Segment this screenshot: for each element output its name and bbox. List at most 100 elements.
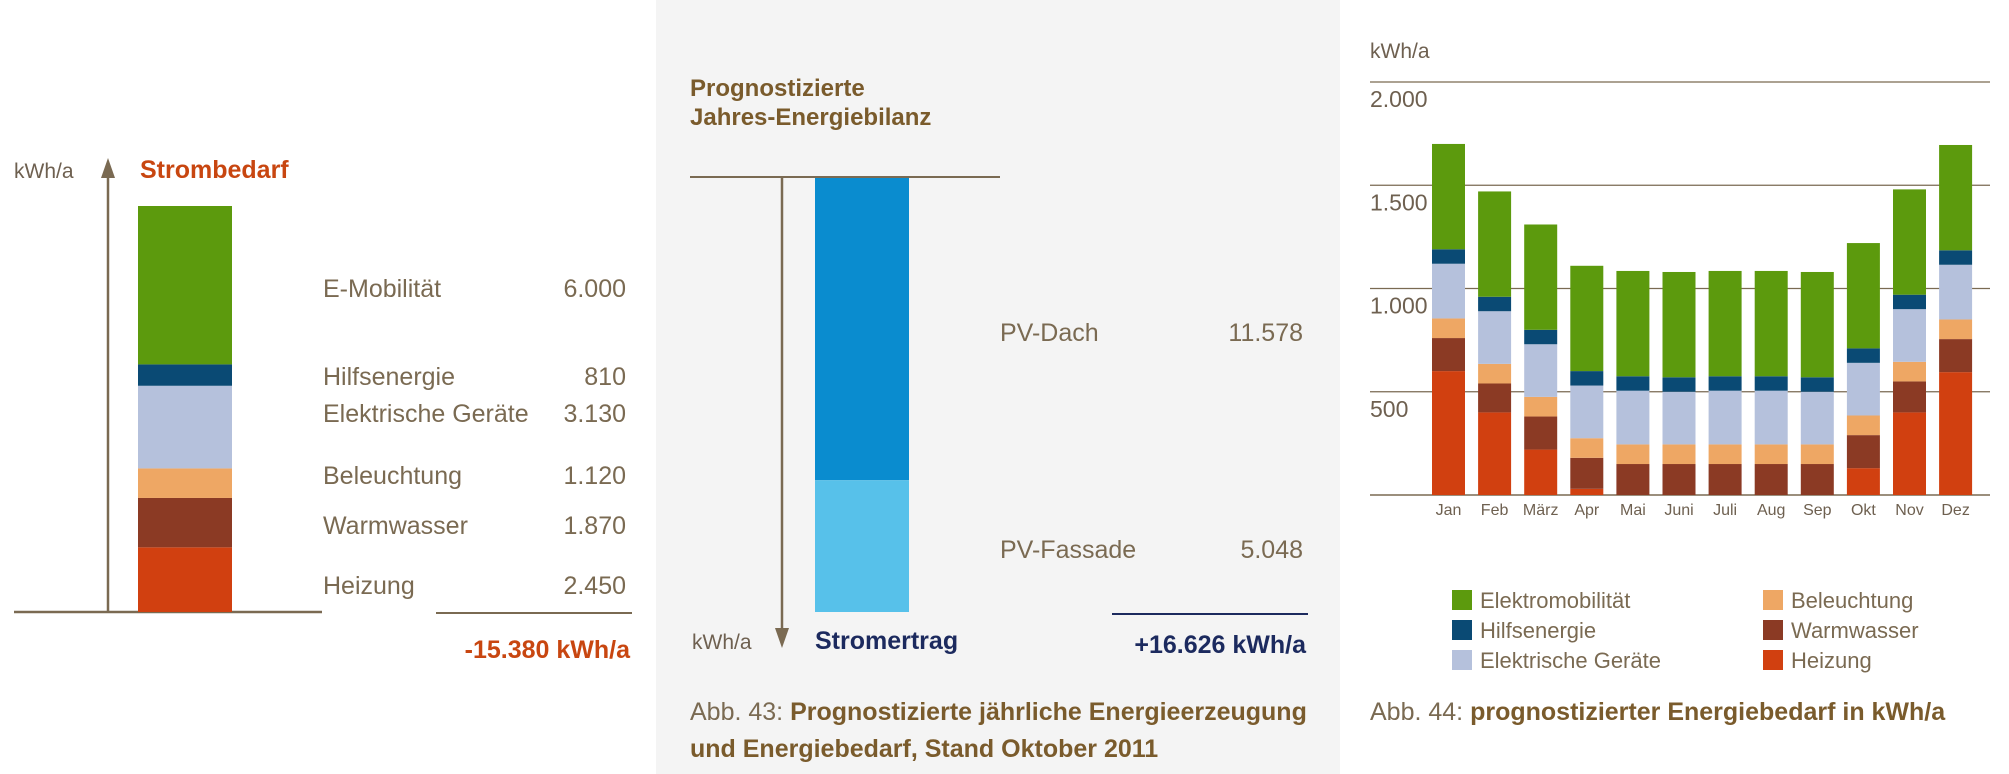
yield-stacked-bar — [815, 178, 909, 612]
monthly-bar-elektromobilitaet — [1939, 144, 1973, 251]
monthly-bar-elektromobilitaet — [1846, 243, 1880, 349]
monthly-bar-elektromobilitaet — [1432, 143, 1465, 250]
legend-swatch-beleuchtung — [1763, 590, 1783, 610]
demand-segment-elektromobilitaet — [138, 206, 232, 365]
label-elektrische-geraete: Elektrische Geräte — [323, 400, 529, 428]
monthly-bar-elektrische_geraete — [1708, 390, 1742, 445]
caption-43-line1: Abb. 43: Prognostizierte jährliche Energ… — [690, 698, 1307, 726]
monthly-y-tick-label: 1.500 — [1370, 189, 1428, 215]
legend-label-elektrische_geraete: Elektrische Geräte — [1480, 648, 1661, 673]
monthly-bar-beleuchtung — [1524, 396, 1558, 417]
monthly-x-tick-label: Dez — [1941, 502, 1969, 519]
monthly-bar-elektrische_geraete — [1754, 390, 1788, 445]
legend-swatch-hilfsenergie — [1452, 620, 1472, 640]
monthly-bar-beleuchtung — [1616, 444, 1650, 465]
monthly-bar-warmwasser — [1939, 339, 1973, 373]
value-beleuchtung: 1.120 — [563, 462, 626, 490]
value-warmwasser: 1.870 — [563, 512, 626, 540]
monthly-bar-elektromobilitaet — [1616, 270, 1650, 377]
monthly-bar-beleuchtung — [1754, 444, 1788, 465]
monthly-x-tick-label: Juni — [1664, 502, 1693, 519]
legend-swatch-heizung — [1763, 650, 1783, 670]
caption-43-bold-line1: Prognostizierte jährliche Energieerzeugu… — [790, 698, 1307, 726]
value-elektrische-geraete: 3.130 — [563, 400, 626, 428]
monthly-bar-heizung — [1524, 449, 1558, 495]
monthly-bar-warmwasser — [1616, 464, 1650, 495]
monthly-bar-warmwasser — [1524, 416, 1558, 450]
yield-total: +16.626 kWh/a — [1134, 631, 1307, 659]
legend-label-beleuchtung: Beleuchtung — [1791, 588, 1913, 613]
monthly-bar-elektromobilitaet — [1524, 224, 1558, 330]
monthly-bar-hilfsenergie — [1524, 329, 1558, 345]
monthly-bar-beleuchtung — [1708, 444, 1742, 465]
legend-swatch-elektromobilitaet — [1452, 590, 1472, 610]
demand-axis-arrow-icon — [101, 158, 115, 178]
legend-label-hilfsenergie: Hilfsenergie — [1480, 618, 1596, 643]
monthly-bar-elektrische_geraete — [1939, 264, 1973, 320]
balance-title-line1: Prognostizierte — [690, 75, 865, 102]
monthly-bar-warmwasser — [1478, 383, 1512, 413]
monthly-bar-beleuchtung — [1800, 444, 1834, 465]
yield-unit-label: kWh/a — [692, 631, 752, 654]
monthly-x-tick-label: Mai — [1620, 502, 1646, 519]
value-hilfsenergie: 810 — [584, 363, 626, 391]
monthly-bar-beleuchtung — [1662, 444, 1696, 465]
monthly-bar-warmwasser — [1800, 464, 1834, 495]
monthly-x-tick-label: Feb — [1481, 502, 1509, 519]
value-e-mobilitaet: 6.000 — [563, 275, 626, 303]
monthly-bar-beleuchtung — [1846, 415, 1880, 436]
monthly-bar-hilfsenergie — [1616, 376, 1650, 391]
monthly-bar-elektrische_geraete — [1846, 362, 1880, 416]
monthly-bar-heizung — [1432, 371, 1465, 495]
monthly-bar-hilfsenergie — [1846, 348, 1880, 363]
monthly-bar-hilfsenergie — [1662, 377, 1696, 392]
demand-segment-hilfsenergie — [138, 364, 232, 386]
monthly-x-tick-label: Jan — [1436, 502, 1462, 519]
label-pv-dach: PV-Dach — [1000, 319, 1099, 347]
monthly-bar-elektrische_geraete — [1662, 391, 1696, 445]
monthly-gridlines — [1370, 81, 1990, 496]
monthly-x-tick-labels: Jan Feb März Apr Mai Juni Juli Aug Sep Okt Nov Dez — [1436, 502, 1970, 519]
monthly-bar-hilfsenergie — [1478, 296, 1512, 312]
monthly-bar-warmwasser — [1846, 435, 1880, 469]
monthly-bar-hilfsenergie — [1432, 249, 1465, 264]
monthly-bar-heizung — [1846, 468, 1880, 495]
demand-unit-label: kWh/a — [14, 160, 74, 183]
monthly-y-tick-label: 1.000 — [1370, 293, 1428, 319]
caption-43-prefix: Abb. 43: — [690, 698, 790, 726]
monthly-x-tick-label: Juli — [1713, 502, 1737, 519]
legend-label-elektromobilitaet: Elektromobilität — [1480, 588, 1630, 613]
monthly-bar-heizung — [1893, 412, 1926, 495]
monthly-bar-elektromobilitaet — [1570, 265, 1604, 372]
demand-segment-warmwasser — [138, 497, 232, 548]
monthly-bars — [1432, 143, 1973, 495]
monthly-y-axis-label: kWh/a — [1370, 40, 1430, 63]
monthly-bar-elektrische_geraete — [1524, 344, 1558, 397]
monthly-bar-elektrische_geraete — [1616, 390, 1650, 445]
caption-44-prefix: Abb. 44: — [1370, 698, 1470, 726]
monthly-bar-beleuchtung — [1893, 361, 1926, 382]
monthly-bar-heizung — [1939, 372, 1973, 495]
monthly-bar-elektromobilitaet — [1662, 271, 1696, 378]
monthly-bar-heizung — [1570, 488, 1604, 495]
monthly-x-tick-label: Aug — [1757, 502, 1785, 519]
legend-label-warmwasser: Warmwasser — [1791, 618, 1919, 643]
monthly-bar-heizung — [1478, 412, 1512, 495]
monthly-bar-hilfsenergie — [1893, 294, 1926, 310]
demand-title: Strombedarf — [140, 156, 289, 184]
demand-stacked-bar — [138, 206, 232, 612]
monthly-y-tick-labels: 500 1.000 1.500 2.000 — [1370, 86, 1428, 422]
label-beleuchtung: Beleuchtung — [323, 462, 462, 490]
monthly-bar-elektrische_geraete — [1570, 385, 1604, 439]
label-warmwasser: Warmwasser — [323, 512, 468, 540]
monthly-bar-hilfsenergie — [1754, 376, 1788, 391]
label-e-mobilitaet: E-Mobilität — [323, 275, 441, 303]
balance-title-line2: Jahres-Energiebilanz — [690, 104, 931, 131]
monthly-bar-hilfsenergie — [1708, 376, 1742, 391]
monthly-bar-elektrische_geraete — [1478, 311, 1512, 364]
label-heizung: Heizung — [323, 572, 415, 600]
yield-chart: Prognostizierte Jahres-Energiebilanz PV-… — [690, 75, 1308, 763]
monthly-bar-beleuchtung — [1570, 438, 1604, 458]
monthly-bar-warmwasser — [1893, 381, 1926, 413]
